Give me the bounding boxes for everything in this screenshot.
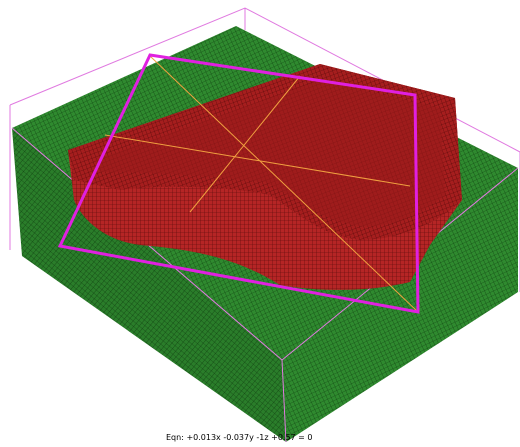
bounding-box	[9, 7, 520, 292]
red-tray	[68, 64, 462, 290]
equation-readout: Eqn: +0.013x -0.037y -1z +0.57 = 0	[166, 433, 313, 442]
section-plane	[57, 53, 420, 314]
